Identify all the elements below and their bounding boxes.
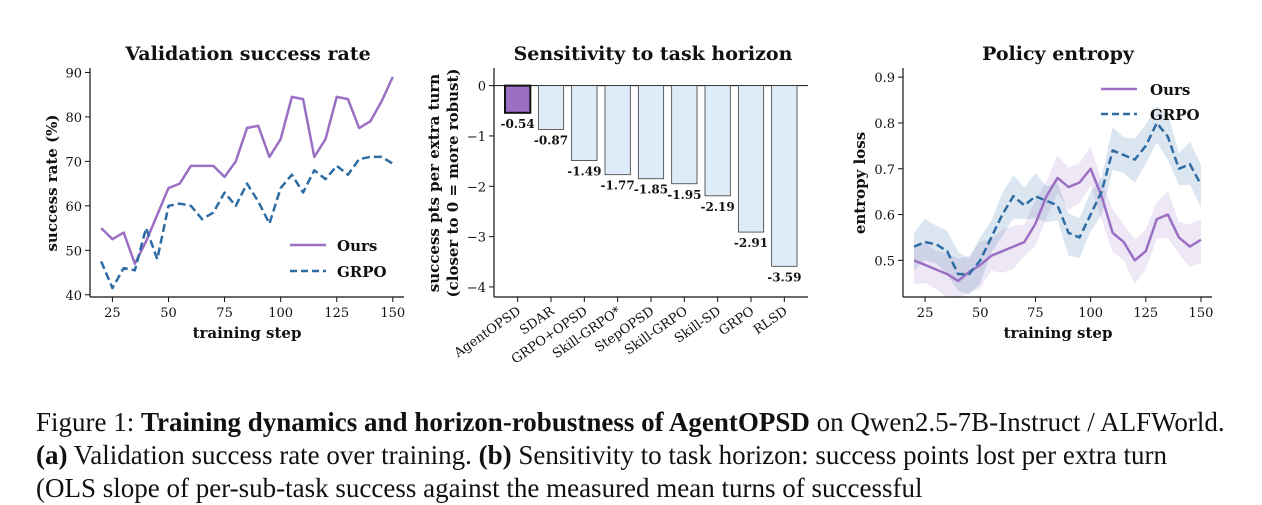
figure-caption: Figure 1: Training dynamics and horizon-… xyxy=(36,406,1228,505)
figure-1: Validation success rate success rate (%)… xyxy=(43,43,1213,367)
y-tick-label: 80 xyxy=(65,111,82,126)
panel-a-title: Validation success rate xyxy=(124,43,370,65)
y-tick-label: 0 xyxy=(478,80,486,95)
y-tick-label: −4 xyxy=(467,281,486,296)
bar-grpo xyxy=(737,85,765,233)
panel-b-horizon-sensitivity: Sensitivity to task horizon success pts … xyxy=(425,43,808,367)
panel-b-title: Sensitivity to task horizon xyxy=(514,43,793,65)
panel-c-xlabel: training step xyxy=(1004,324,1113,342)
panel-a-xlabel: training step xyxy=(193,324,302,342)
panel-c-title: Policy entropy xyxy=(982,43,1135,65)
y-tick-label: 0.7 xyxy=(874,163,895,178)
series-line-ours xyxy=(100,76,394,265)
x-tick-label: 125 xyxy=(1133,306,1158,321)
legend-ours-label: Ours xyxy=(1150,81,1190,99)
caption-prefix: Figure 1: xyxy=(36,407,141,437)
x-tick-label: 150 xyxy=(1189,306,1214,321)
bar-grpo+opsd xyxy=(571,85,598,162)
x-tick-label: 150 xyxy=(380,306,405,321)
y-tick-label: 50 xyxy=(65,244,82,259)
x-tick-label: 25 xyxy=(917,306,934,321)
x-tick-label: 75 xyxy=(216,306,233,321)
x-tick-label: 25 xyxy=(104,306,121,321)
y-tick-label: −3 xyxy=(467,231,486,246)
caption-a-label: (a) xyxy=(36,440,68,470)
legend-ours-label: Ours xyxy=(337,237,377,255)
series-line-grpo xyxy=(100,155,394,290)
series-line-ours xyxy=(913,167,1202,283)
panel-a-legend: Ours GRPO xyxy=(290,237,387,281)
y-tick-label: 60 xyxy=(65,200,82,215)
panel-b-ylabel-line2: (closer to 0 = more robust) xyxy=(444,69,462,298)
x-tick-label: 50 xyxy=(160,306,177,321)
caption-b-label: (b) xyxy=(478,440,512,470)
bar-value-label: -2.91 xyxy=(734,236,768,250)
legend-grpo-label: GRPO xyxy=(337,263,387,281)
panel-c-axes: 25 50 75 100 125 150 0.5 0.6 0.7 0.8 0.9 xyxy=(874,68,1213,321)
panel-a-axes: 25 50 75 100 125 150 40 50 60 70 80 90 xyxy=(65,66,405,321)
panel-a-validation-success: Validation success rate success rate (%)… xyxy=(43,43,405,342)
panel-c-ylabel: entropy loss xyxy=(851,132,869,234)
bar-skill-grpo xyxy=(671,85,698,185)
caption-after-title: on Qwen2.5-7B-Instruct / ALFWorld. xyxy=(809,407,1225,437)
y-tick-label: 0.5 xyxy=(874,254,895,269)
x-tick-label: 75 xyxy=(1027,306,1044,321)
bar-stepopsd xyxy=(637,85,665,180)
panel-c-series xyxy=(913,121,1203,283)
caption-title: Training dynamics and horizon-robustness… xyxy=(141,407,810,437)
panel-c-policy-entropy: Policy entropy entropy loss training ste… xyxy=(851,43,1213,342)
bar-value-label: -1.85 xyxy=(634,183,668,197)
x-tick-label: 100 xyxy=(1078,306,1103,321)
y-tick-label: −2 xyxy=(467,180,486,195)
y-tick-label: 0.6 xyxy=(874,209,895,224)
bar-value-label: -1.49 xyxy=(567,165,601,179)
bar-value-label: -0.87 xyxy=(534,133,568,147)
y-tick-label: 70 xyxy=(65,155,82,170)
bar-value-label: -1.77 xyxy=(601,179,635,193)
y-tick-label: 90 xyxy=(65,66,82,81)
x-tick-label: 100 xyxy=(268,306,293,321)
series-line-grpo xyxy=(913,121,1203,276)
bar-value-label: -3.59 xyxy=(767,270,801,284)
bar-value-label: -1.95 xyxy=(667,188,701,202)
bar-skill-grpo* xyxy=(604,85,631,176)
series-band-grpo xyxy=(914,106,1201,295)
y-tick-label: 0.8 xyxy=(874,117,895,132)
bar-value-label: -0.54 xyxy=(501,117,535,131)
bar-skill-sd xyxy=(704,85,731,197)
bar-agentopsd xyxy=(504,84,532,114)
x-tick-label: 50 xyxy=(972,306,989,321)
x-tick-label: RLSD xyxy=(751,304,791,338)
legend-grpo-label: GRPO xyxy=(1150,106,1200,124)
bar-value-label: -2.19 xyxy=(701,200,735,214)
panel-b-bars: -0.54 -0.87 -1.49-1.77 -1.85 -1.95-2.19 -2.91… xyxy=(501,84,801,284)
panel-a-ylabel: success rate (%) xyxy=(43,114,61,251)
panel-c-std-bands xyxy=(914,106,1201,298)
bar-rlsd xyxy=(771,85,798,267)
panel-a-series xyxy=(100,76,394,290)
y-tick-label: −1 xyxy=(467,130,486,145)
x-tick-label: GRPO xyxy=(716,304,757,339)
bar-sdar xyxy=(537,85,565,130)
caption-a-text: Validation success rate over training. xyxy=(67,440,479,470)
y-tick-label: 40 xyxy=(65,289,82,304)
x-tick-label: 125 xyxy=(324,306,349,321)
panel-b-ylabel-line1: success pts per extra turn xyxy=(425,74,443,293)
panel-c-legend: Ours GRPO xyxy=(1101,81,1200,124)
y-tick-label: 0.9 xyxy=(874,71,895,86)
